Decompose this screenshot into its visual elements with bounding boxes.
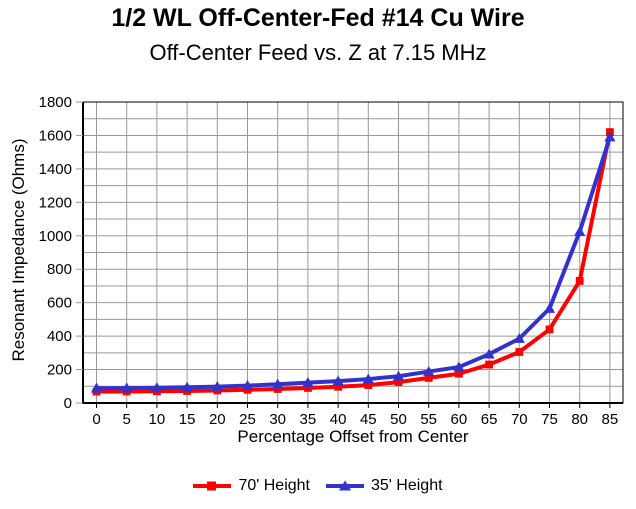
data-point-square [485, 360, 493, 369]
x-tick-label: 55 [420, 411, 437, 428]
x-tick-label: 65 [481, 411, 498, 428]
y-tick-label: 200 [47, 362, 72, 379]
x-tick-label: 5 [123, 411, 131, 428]
x-tick-labels: 0 5 10 15 20 25 30 35 40 45 50 55 60 65 70 75 80 85 [92, 411, 618, 428]
data-point-triangle [543, 302, 556, 313]
legend-marker-70ft-icon [193, 481, 232, 491]
legend-square-70ft [207, 481, 217, 491]
series-70ft [92, 128, 614, 396]
x-tick-label: 0 [92, 411, 100, 428]
legend-label-35ft: 35' Height [371, 477, 443, 494]
data-point-triangle [181, 381, 193, 392]
y-tick-label: 1600 [39, 127, 72, 144]
x-tick-label: 15 [179, 411, 196, 428]
data-point-triangle [121, 382, 133, 393]
data-point-triangle [272, 378, 284, 389]
y-tick-label: 800 [47, 261, 72, 278]
data-point-triangle [453, 361, 465, 372]
x-tick-label: 25 [239, 411, 256, 428]
x-tick-label: 40 [330, 411, 347, 428]
legend-triangle-35ft [339, 480, 351, 491]
x-tick-label: 45 [360, 411, 377, 428]
data-point-square [304, 384, 312, 392]
data-point-triangle [392, 370, 405, 381]
data-point-square [575, 277, 584, 285]
data-point-triangle [241, 380, 254, 390]
data-point-triangle [604, 131, 616, 142]
y-tick-label: 1200 [39, 194, 72, 211]
x-tick-label: 85 [602, 411, 619, 428]
data-point-triangle [151, 382, 163, 393]
x-tick-label: 30 [269, 411, 286, 428]
y-tick-label: 0 [64, 395, 72, 412]
y-tick-labels: 0 200 400 600 800 1000 1200 1400 1600 1800 [39, 94, 72, 412]
y-tick-label: 1400 [39, 161, 72, 178]
x-tick-label: 35 [300, 411, 317, 428]
data-point-triangle [574, 225, 586, 236]
x-tick-label: 20 [209, 411, 226, 428]
x-tick-label: 60 [451, 411, 468, 428]
data-point-triangle [513, 333, 525, 343]
data-point-triangle [90, 382, 103, 393]
x-tick-label: 70 [511, 411, 528, 428]
x-tick-label: 80 [571, 411, 588, 428]
legend: 70' Height 35' Height [0, 477, 636, 495]
y-gridlines [83, 101, 623, 387]
y-tick-label: 1000 [39, 228, 72, 245]
x-tick-label: 75 [541, 411, 558, 428]
y-tick-label: 1800 [39, 94, 72, 111]
axes [76, 101, 624, 408]
data-point-square [364, 381, 373, 390]
data-point-square [273, 385, 282, 393]
data-point-square [334, 382, 342, 391]
y-tick-label: 400 [47, 328, 72, 345]
data-point-square [515, 348, 524, 356]
legend-marker-35ft-icon [326, 480, 364, 491]
y-tick-label: 600 [47, 295, 72, 312]
series-line [96, 136, 612, 391]
legend-item-70ft: 70' Height [193, 477, 310, 495]
x-gridlines [96, 102, 611, 403]
x-tick-label: 50 [390, 411, 407, 428]
data-point-triangle [211, 381, 223, 391]
data-point-triangle [362, 373, 374, 384]
data-point-triangle [483, 348, 495, 359]
data-point-triangle [332, 375, 344, 386]
chart-title: 1/2 WL Off-Center-Fed #14 Cu Wire [111, 4, 525, 32]
data-point-square [455, 369, 463, 378]
data-point-square [545, 325, 554, 334]
data-point-triangle [302, 376, 314, 387]
data-point-triangle [423, 365, 435, 376]
x-axis-title: Percentage Offset from Center [237, 427, 469, 446]
legend-label-70ft: 70' Height [238, 477, 310, 494]
series-35ft [90, 131, 616, 393]
x-tick-label: 10 [149, 411, 166, 428]
data-point-square [424, 374, 433, 382]
data-point-square [394, 378, 403, 386]
chart-subtitle: Off-Center Feed vs. Z at 7.15 MHz [149, 40, 487, 65]
legend-item-35ft: 35' Height [326, 477, 443, 495]
